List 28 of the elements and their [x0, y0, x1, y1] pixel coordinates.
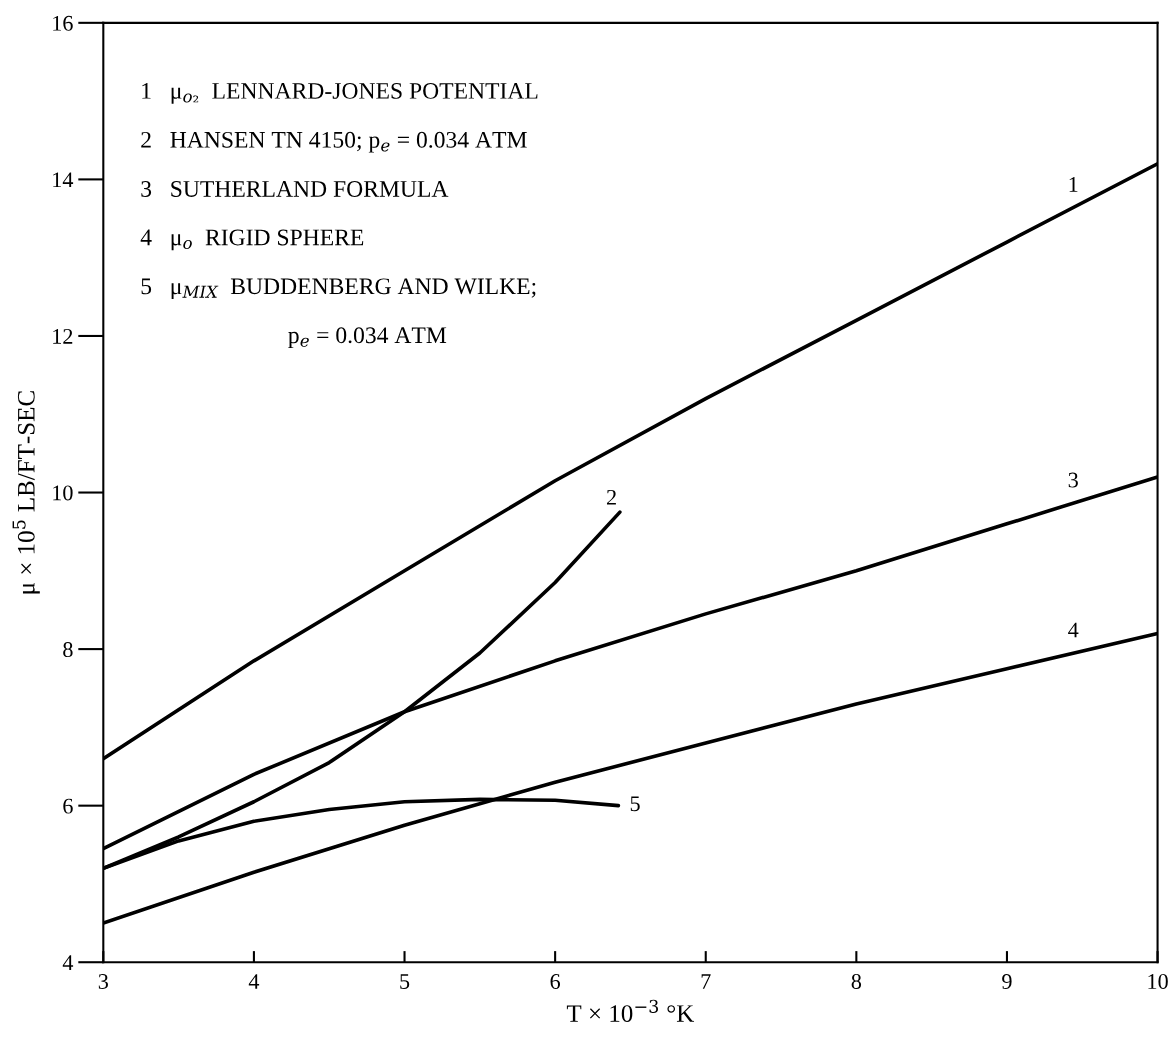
y-axis-title: μ × 10$^{5}$ LB/FT-SEC: [12, 391, 40, 594]
x-tick-label: 9: [1002, 974, 1012, 989]
x-axis-title: T × 10$^{−3}$ °K: [566, 999, 695, 1023]
series-label: 3: [1068, 472, 1078, 488]
y-tick-label: 16: [53, 15, 73, 31]
y-tick-label: 12: [53, 328, 73, 344]
annotation: 3 SUTHERLAND FORMULA: [141, 181, 449, 197]
series-label: 2: [606, 489, 616, 505]
series-label: 1: [1069, 177, 1078, 192]
y-tick-label: 14: [53, 172, 74, 188]
y-tick-label: 10: [53, 485, 73, 501]
series-label: 5: [630, 796, 640, 812]
x-tick-label: 8: [851, 973, 862, 989]
x-tick-label: 7: [701, 974, 711, 989]
annotation: 5 μ$_{MIX}$ BUDDENBERG AND WILKE;: [141, 278, 536, 300]
annotation: 4 μ$_{o}$ RIGID SPHERE: [140, 229, 364, 251]
y-tick-label: 4: [62, 955, 74, 970]
series-label: 4: [1068, 622, 1079, 638]
x-tick-label: 6: [550, 974, 561, 989]
y-tick-label: 6: [63, 798, 73, 814]
x-tick-label: 4: [248, 974, 260, 989]
x-tick-label: 3: [98, 974, 108, 989]
y-tick-label: 8: [63, 642, 73, 658]
x-tick-label: 10: [1148, 973, 1168, 989]
annotation: 2 HANSEN TN 4150; p$_{e}$ = 0.034 ATM: [141, 131, 527, 153]
annotation: 1 μ$_{o₂}$ LENNARD-JONES POTENTIAL: [142, 82, 538, 104]
x-tick-label: 5: [400, 974, 410, 989]
annotation: p$_{e}$ = 0.034 ATM: [288, 327, 447, 348]
